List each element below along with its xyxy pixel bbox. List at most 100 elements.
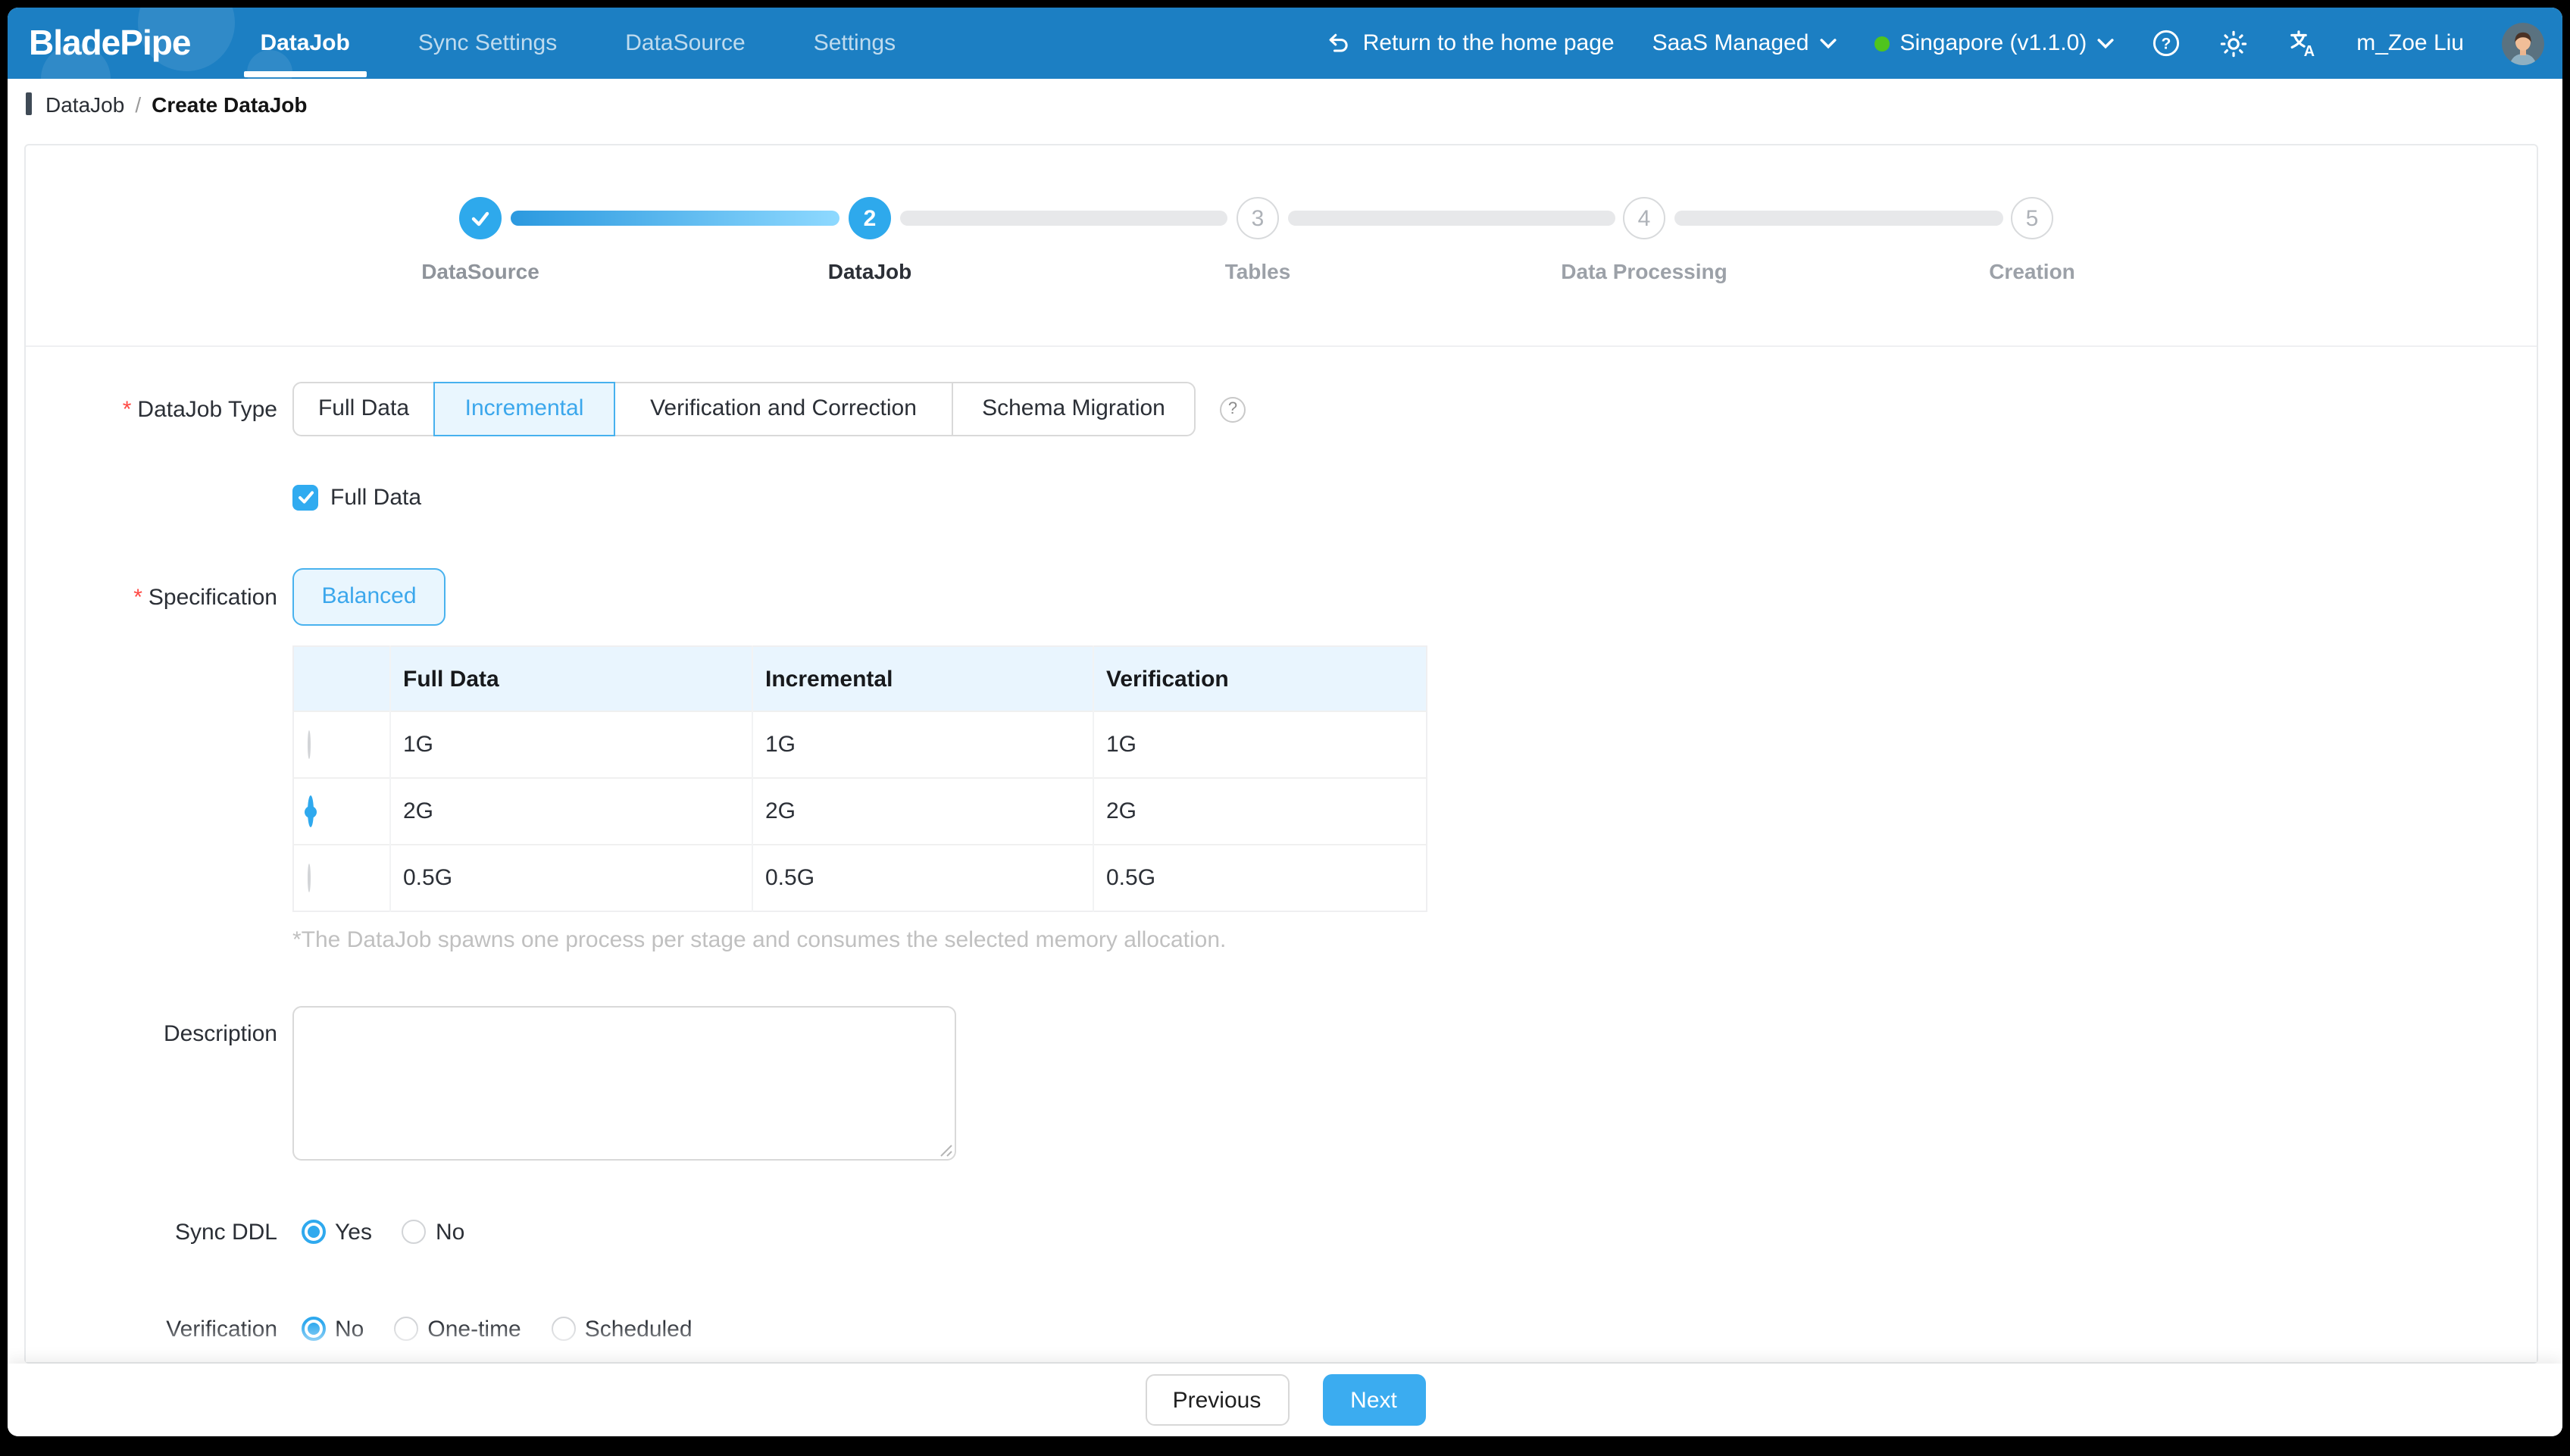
cell: 0.5G bbox=[1093, 844, 1427, 911]
sync-ddl-option-yes[interactable]: Yes bbox=[292, 1219, 372, 1245]
stepper-connector bbox=[1288, 211, 1615, 226]
specification-label: * Specification bbox=[133, 584, 277, 610]
breadcrumb-separator: / bbox=[135, 92, 142, 116]
verification-option-scheduled[interactable]: Scheduled bbox=[542, 1316, 693, 1342]
datajob-type-label: * DataJob Type bbox=[122, 396, 277, 422]
chevron-down-icon bbox=[2097, 38, 2114, 48]
theme-toggle-sun-icon[interactable] bbox=[2218, 28, 2249, 58]
nav-tab-settings[interactable]: Settings bbox=[813, 30, 896, 56]
column-header-verification: Verification bbox=[1093, 646, 1427, 711]
radio-icon bbox=[551, 1317, 576, 1341]
svg-text:?: ? bbox=[2162, 36, 2171, 53]
sync-ddl-option-no[interactable]: No bbox=[393, 1219, 464, 1245]
nav-tab-sync-settings[interactable]: Sync Settings bbox=[417, 30, 558, 56]
spec-row-1-radio[interactable] bbox=[308, 730, 311, 759]
region-label: Singapore (v1.1.0) bbox=[1899, 30, 2087, 56]
full-data-checkbox-label: Full Data bbox=[330, 484, 422, 510]
specification-table: Full Data Incremental Verification 1G 1G… bbox=[292, 645, 1427, 912]
required-asterisk: * bbox=[133, 584, 142, 610]
radio-icon bbox=[302, 1317, 326, 1341]
spec-row-2-radio[interactable] bbox=[308, 795, 314, 827]
cell: 2G bbox=[390, 777, 753, 845]
datajob-type-option-verification-and-correction[interactable]: Verification and Correction bbox=[614, 382, 953, 436]
breadcrumb: DataJob / Create DataJob bbox=[8, 79, 2562, 129]
create-datajob-card: 2 3 4 5 DataSource DataJob Tables Data P… bbox=[24, 144, 2538, 1364]
memory-allocation-note: *The DataJob spawns one process per stag… bbox=[292, 927, 1227, 953]
required-asterisk: * bbox=[122, 396, 132, 422]
check-icon bbox=[298, 491, 313, 504]
stepper-connector bbox=[1674, 211, 2003, 226]
svg-text:A: A bbox=[2304, 43, 2315, 59]
description-label: Description bbox=[163, 1021, 277, 1047]
wizard-stepper: 2 3 4 5 DataSource DataJob Tables Data P… bbox=[26, 145, 2537, 347]
region-selector[interactable]: Singapore (v1.1.0) bbox=[1874, 30, 2114, 56]
table-row: 2G 2G 2G bbox=[293, 777, 1427, 845]
datajob-type-help-icon[interactable]: ? bbox=[1220, 396, 1246, 422]
check-icon bbox=[471, 211, 489, 227]
chevron-down-icon bbox=[1819, 38, 1836, 48]
cell: 1G bbox=[390, 711, 753, 778]
return-home-label: Return to the home page bbox=[1362, 30, 1615, 56]
workspace-label: SaaS Managed bbox=[1652, 30, 1809, 56]
datajob-type-option-schema-migration[interactable]: Schema Migration bbox=[952, 382, 1196, 436]
page-title: Create DataJob bbox=[152, 92, 308, 116]
help-icon[interactable]: ? bbox=[2152, 29, 2181, 58]
datajob-type-option-incremental[interactable]: Incremental bbox=[433, 382, 615, 436]
app-window: BladePipe DataJob Sync Settings DataSour… bbox=[8, 8, 2562, 1436]
return-home-link[interactable]: Return to the home page bbox=[1325, 30, 1615, 57]
step-circle-data-processing: 4 bbox=[1623, 197, 1665, 239]
datajob-type-segmented-group: Full Data Incremental Verification and C… bbox=[292, 382, 1196, 436]
language-translate-icon[interactable]: A bbox=[2287, 27, 2318, 59]
specification-balanced-button[interactable]: Balanced bbox=[292, 568, 446, 626]
table-header-row: Full Data Incremental Verification bbox=[293, 646, 1427, 711]
top-navigation-bar: BladePipe DataJob Sync Settings DataSour… bbox=[8, 8, 2562, 79]
step-circle-datasource bbox=[459, 197, 502, 239]
radio-icon bbox=[394, 1317, 419, 1341]
spec-row-3-radio[interactable] bbox=[308, 864, 311, 892]
cell: 0.5G bbox=[390, 844, 753, 911]
column-header-full-data: Full Data bbox=[390, 646, 753, 711]
verification-option-one-time[interactable]: One-time bbox=[385, 1316, 521, 1342]
verification-label: Verification bbox=[166, 1316, 277, 1342]
step-circle-datajob: 2 bbox=[849, 197, 891, 239]
stepper-connector-done bbox=[511, 211, 839, 226]
previous-button[interactable]: Previous bbox=[1145, 1374, 1289, 1426]
wizard-footer: Previous Next bbox=[8, 1364, 2562, 1436]
radio-icon bbox=[402, 1220, 427, 1244]
top-nav-right-cluster: Return to the home page SaaS Managed Sin… bbox=[1325, 22, 2544, 64]
stepper-connector bbox=[900, 211, 1227, 226]
primary-nav: DataJob Sync Settings DataSource Setting… bbox=[243, 8, 896, 79]
verification-option-no[interactable]: No bbox=[292, 1316, 364, 1342]
description-textarea[interactable] bbox=[292, 1006, 956, 1161]
region-status-dot bbox=[1874, 36, 1890, 51]
step-label-data-processing: Data Processing bbox=[1561, 259, 1727, 283]
column-header-incremental: Incremental bbox=[752, 646, 1094, 711]
cell: 2G bbox=[752, 777, 1094, 845]
step-circle-tables: 3 bbox=[1237, 197, 1279, 239]
undo-arrow-icon bbox=[1325, 30, 1352, 57]
step-label-tables: Tables bbox=[1224, 259, 1291, 283]
table-row: 1G 1G 1G bbox=[293, 711, 1427, 778]
step-label-datasource: DataSource bbox=[421, 259, 539, 283]
cell: 2G bbox=[1093, 777, 1427, 845]
nav-tab-datajob[interactable]: DataJob bbox=[243, 8, 367, 79]
step-label-creation: Creation bbox=[1989, 259, 2075, 283]
cell: 0.5G bbox=[752, 844, 1094, 911]
next-button[interactable]: Next bbox=[1322, 1374, 1425, 1426]
workspace-selector[interactable]: SaaS Managed bbox=[1652, 30, 1837, 56]
bladepipe-logo[interactable]: BladePipe bbox=[29, 23, 191, 62]
nav-tab-datasource[interactable]: DataSource bbox=[625, 30, 746, 56]
username[interactable]: m_Zoe Liu bbox=[2356, 30, 2464, 56]
user-avatar[interactable] bbox=[2502, 22, 2544, 64]
datajob-type-option-full-data[interactable]: Full Data bbox=[292, 382, 435, 436]
breadcrumb-section[interactable]: DataJob bbox=[45, 92, 125, 116]
full-data-checkbox[interactable] bbox=[292, 484, 318, 510]
cell: 1G bbox=[752, 711, 1094, 778]
step-circle-creation: 5 bbox=[2011, 197, 2053, 239]
sync-ddl-label: Sync DDL bbox=[174, 1219, 277, 1245]
table-row: 0.5G 0.5G 0.5G bbox=[293, 844, 1427, 911]
radio-icon bbox=[302, 1220, 326, 1244]
cell: 1G bbox=[1093, 711, 1427, 778]
step-label-datajob: DataJob bbox=[827, 259, 912, 283]
